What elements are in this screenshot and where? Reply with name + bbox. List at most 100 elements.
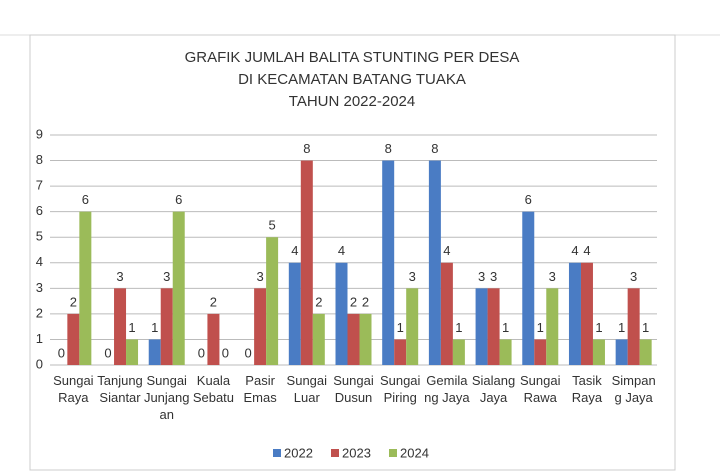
bar [580,262,593,365]
data-label: 1 [397,320,404,335]
legend-swatch [273,449,281,457]
legend-swatch [389,449,397,457]
y-tick-label: 9 [36,126,43,141]
bar [382,160,395,365]
bar [207,313,220,365]
data-label: 0 [104,345,111,360]
data-label: 1 [642,320,649,335]
data-label: 6 [82,192,89,207]
data-label: 3 [630,269,637,284]
data-label: 2 [362,294,369,309]
y-tick-label: 0 [36,356,43,371]
data-label: 2 [210,294,217,309]
data-label: 3 [163,269,170,284]
data-label: 1 [595,320,602,335]
bar [592,339,605,365]
bar [568,262,581,365]
bar [172,211,185,365]
legend-swatch [331,449,339,457]
bar [440,262,453,365]
bar [266,237,279,365]
bar [347,313,360,365]
data-label: 1 [128,320,135,335]
bar [615,339,628,365]
data-label: 3 [116,269,123,284]
y-tick-label: 8 [36,152,43,167]
data-label: 4 [583,243,590,258]
bar [522,211,535,365]
data-label: 2 [350,294,357,309]
legend-label: 2022 [284,445,313,460]
bar [475,288,488,365]
x-tick-label: Kuala Sebatu [192,373,235,405]
data-label: 3 [409,269,416,284]
x-tick-label: Tanjung Siantar [97,373,143,405]
y-tick-label: 1 [36,331,43,346]
data-label: 4 [443,243,450,258]
chart-title: DI KECAMATAN BATANG TUAKA [238,71,466,88]
x-tick-label: Sungai Luar [286,373,328,405]
bar [67,313,80,365]
bar [406,288,419,365]
bar [452,339,465,365]
data-label: 4 [338,243,345,258]
data-label: 8 [303,141,310,156]
bar [335,262,348,365]
bar [627,288,640,365]
y-tick-label: 7 [36,178,43,193]
x-tick-label: Sungai Piring [379,373,421,405]
x-tick-label: Sungai Junjangan [143,373,190,422]
y-tick-label: 4 [36,254,43,269]
data-label: 1 [151,320,158,335]
bar [254,288,267,365]
data-label: 5 [268,218,275,233]
chart-border [29,34,676,471]
chart-title: TAHUN 2022-2024 [289,93,415,110]
bar [114,288,127,365]
x-tick-label: Gemilang Jaya [424,373,470,405]
x-tick-label: Sungai Dusun [333,373,374,405]
data-label: 3 [549,269,556,284]
bar [534,339,547,365]
bar [639,339,652,365]
bar [148,339,161,365]
legend-label: 2024 [400,445,429,460]
x-tick-label: Pasir Emas [243,373,277,405]
data-label: 0 [58,345,65,360]
data-label: 6 [525,192,532,207]
data-label: 8 [385,141,392,156]
bar [359,313,372,365]
data-label: 0 [198,345,205,360]
bar [394,339,407,365]
legend-label: 2023 [342,445,371,460]
bar [312,313,325,365]
data-label: 4 [291,243,298,258]
data-label: 0 [222,345,229,360]
data-label: 0 [244,345,251,360]
bar [499,339,512,365]
data-label: 6 [175,192,182,207]
data-label: 3 [478,269,485,284]
data-label: 4 [571,243,578,258]
bar [160,288,173,365]
x-tick-label: Sialang Jaya [471,373,516,405]
y-tick-label: 2 [36,305,43,320]
bar [546,288,559,365]
bar [79,211,92,365]
chart-title: GRAFIK JUMLAH BALITA STUNTING PER DESA [185,49,520,66]
bar [487,288,500,365]
bar [428,160,441,365]
data-label: 3 [256,269,263,284]
y-tick-label: 5 [36,229,43,244]
x-tick-label: Sungai Rawa [520,373,561,405]
bar [288,262,301,365]
y-tick-label: 3 [36,280,43,295]
data-label: 2 [70,294,77,309]
x-tick-label: Simpang Jaya [611,373,656,405]
bar [126,339,139,365]
bar [300,160,313,365]
data-label: 1 [502,320,509,335]
data-label: 8 [431,141,438,156]
